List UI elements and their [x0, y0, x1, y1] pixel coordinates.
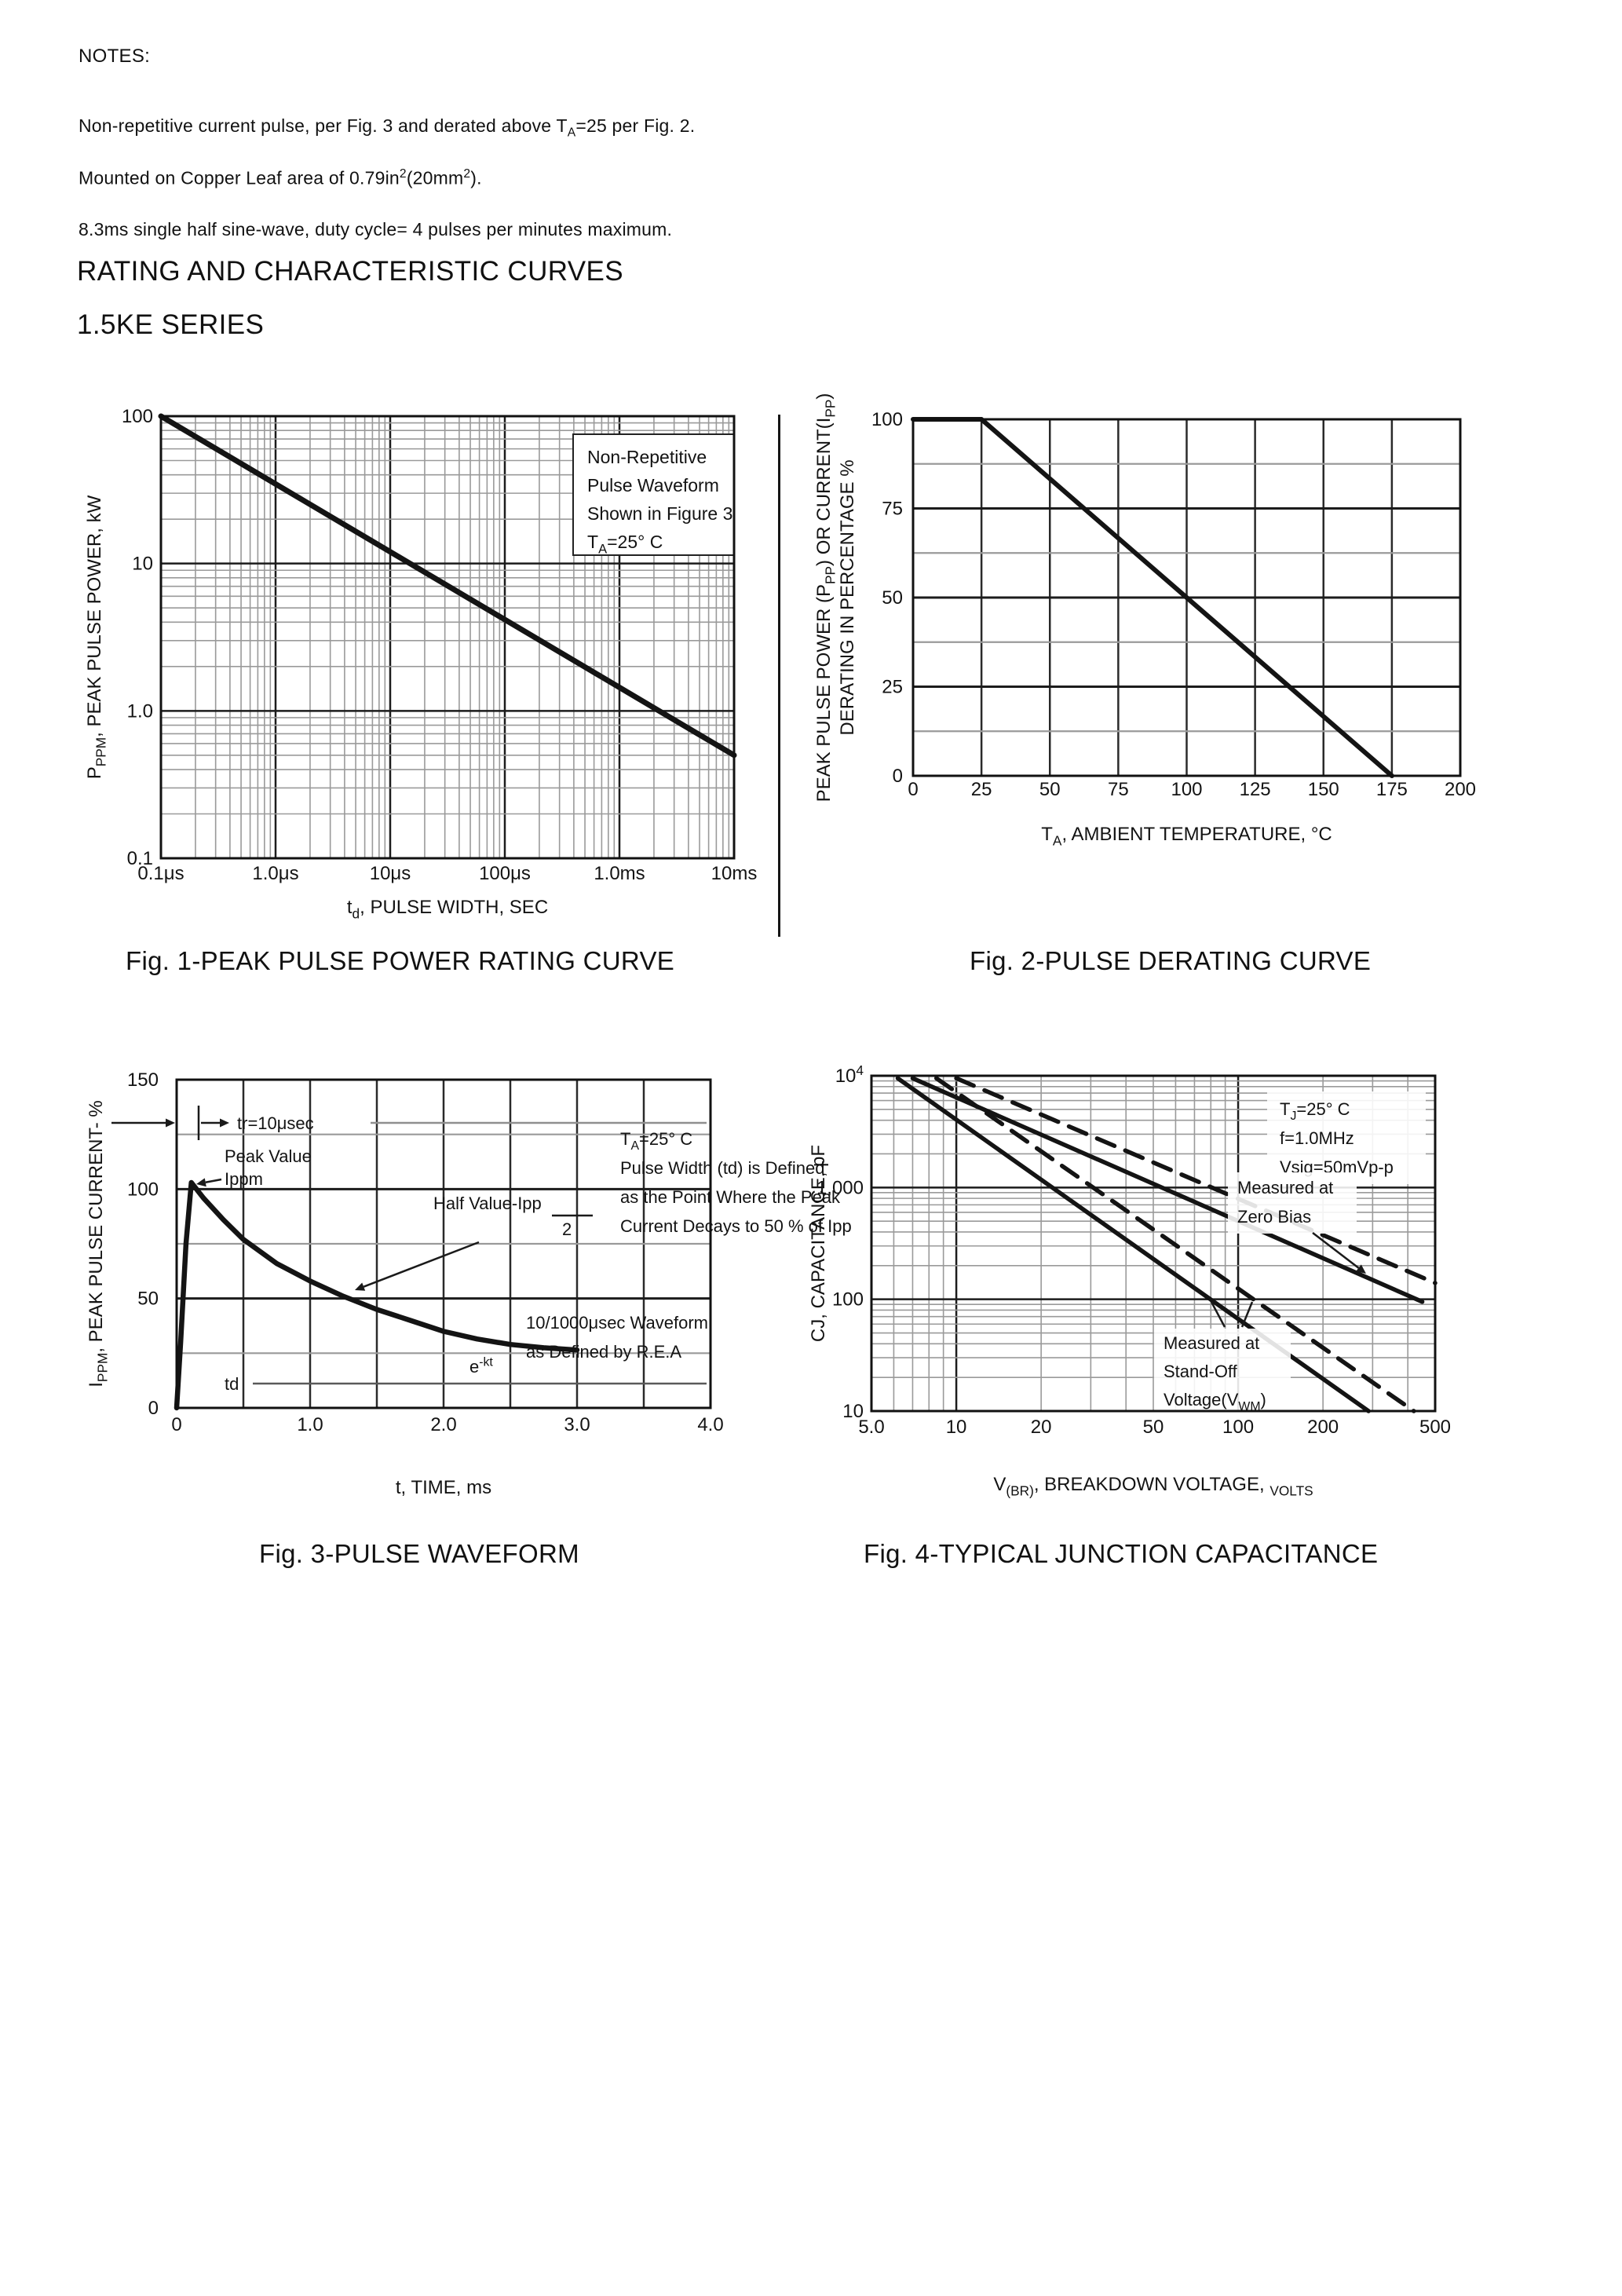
svg-text:1.0μs: 1.0μs [252, 863, 298, 884]
note-line: Mounted on Copper Leaf area of 0.79in2(2… [79, 167, 482, 188]
svg-text:50: 50 [1143, 1417, 1164, 1438]
svg-text:as Defined by R.E.A: as Defined by R.E.A [526, 1342, 681, 1362]
svg-text:0.1μs: 0.1μs [137, 863, 184, 884]
figure-1-peak-pulse-power-chart: 0.1μs 1.0μs 10μs 100μs 1.0ms 10ms 100 10 1.0 0.1 t… [84, 406, 758, 922]
svg-text:104: 104 [835, 1062, 864, 1087]
note-line: Non-repetitive current pulse, per Fig. 3… [79, 115, 696, 140]
section-title: RATING AND CHARACTERISTIC CURVES [77, 256, 624, 287]
svg-text:25: 25 [971, 779, 992, 800]
svg-text:0: 0 [908, 779, 918, 800]
svg-text:Voltage(VWM): Voltage(VWM) [1164, 1390, 1266, 1413]
svg-text:td, PULSE WIDTH, SEC: td, PULSE WIDTH, SEC [347, 897, 548, 922]
svg-text:50: 50 [1039, 779, 1061, 800]
svg-text:10: 10 [946, 1417, 967, 1438]
svg-text:tr=10μsec: tr=10μsec [237, 1113, 314, 1133]
svg-text:1.0: 1.0 [297, 1414, 323, 1435]
svg-text:20: 20 [1031, 1417, 1052, 1438]
svg-text:td: td [225, 1374, 239, 1394]
column-divider [778, 415, 780, 937]
svg-text:PEAK PULSE POWER (PPP) OR C: PEAK PULSE POWER (PPP) OR CURRENT(IPP) [813, 393, 838, 803]
svg-text:100: 100 [871, 409, 903, 430]
figure-3-pulse-waveform-chart: 0 1.0 2.0 3.0 4.0 150 100 50 0 t, TIME, ms IPPM, P… [86, 1069, 852, 1498]
svg-text:0: 0 [148, 1398, 159, 1419]
svg-text:DERATING IN PERCENTAGE %: DERATING IN PERCENTAGE % [837, 459, 858, 735]
figure-2-pulse-derating-chart: 0 25 50 75 100 125 150 175 200 100 75 50 25 0 TA, AMBI… [813, 393, 1476, 849]
svg-text:TA=25° C: TA=25° C [587, 532, 663, 556]
svg-text:Current Decays to 50 % of Ipp: Current Decays to 50 % of Ipp [620, 1216, 852, 1236]
figure-2-caption: Fig. 2-PULSE DERATING CURVE [970, 946, 1372, 975]
series-name: 1.5KE SERIES [77, 309, 265, 340]
svg-text:50: 50 [137, 1289, 159, 1310]
svg-text:5.0: 5.0 [858, 1417, 884, 1438]
svg-text:25: 25 [882, 677, 903, 698]
svg-text:500: 500 [1419, 1417, 1451, 1438]
svg-text:10ms: 10ms [711, 863, 758, 884]
svg-text:75: 75 [1108, 779, 1129, 800]
svg-text:100: 100 [127, 1179, 159, 1200]
svg-text:Peak Value: Peak Value [225, 1146, 312, 1166]
svg-text:as the Point Where the Peak: as the Point Where the Peak [620, 1187, 841, 1207]
svg-text:100: 100 [122, 406, 153, 427]
svg-text:CJ, CAPACITANCE, pF: CJ, CAPACITANCE, pF [808, 1145, 829, 1342]
svg-text:10: 10 [132, 554, 153, 575]
svg-text:t, TIME, ms: t, TIME, ms [396, 1477, 491, 1498]
figure-3-caption: Fig. 3-PULSE WAVEFORM [259, 1539, 579, 1568]
svg-text:Pulse Waveform: Pulse Waveform [587, 475, 719, 495]
svg-text:1,000: 1,000 [816, 1177, 864, 1198]
svg-text:10: 10 [842, 1401, 864, 1422]
svg-text:75: 75 [882, 499, 903, 520]
svg-text:200: 200 [1307, 1417, 1339, 1438]
svg-text:Shown in Figure 3: Shown in Figure 3 [587, 503, 732, 524]
svg-text:IPPM, PEAK PULSE CURRENT- %: IPPM, PEAK PULSE CURRENT- % [86, 1100, 111, 1387]
svg-text:e-kt: e-kt [469, 1356, 493, 1377]
svg-text:Zero Bias: Zero Bias [1237, 1207, 1311, 1227]
svg-text:Ippm: Ippm [225, 1169, 263, 1189]
svg-text:TJ=25° C: TJ=25° C [1280, 1099, 1350, 1123]
svg-text:PPPM, PEAK PULSE POWER, kW: PPPM, PEAK PULSE POWER, kW [84, 495, 109, 779]
svg-text:150: 150 [1308, 779, 1339, 800]
svg-text:0: 0 [171, 1414, 181, 1435]
svg-text:Half Value-Ipp: Half Value-Ipp [433, 1194, 542, 1213]
svg-text:4.0: 4.0 [697, 1414, 723, 1435]
svg-text:Non-Repetitive: Non-Repetitive [587, 447, 707, 467]
svg-text:1.0ms: 1.0ms [594, 863, 645, 884]
svg-text:10μs: 10μs [370, 863, 411, 884]
svg-text:0: 0 [893, 766, 903, 787]
svg-text:0.1: 0.1 [127, 848, 153, 869]
svg-text:100: 100 [1171, 779, 1202, 800]
svg-text:100: 100 [1222, 1417, 1254, 1438]
svg-text:Pulse Width (td) is Defined: Pulse Width (td) is Defined [620, 1158, 824, 1178]
svg-text:3.0: 3.0 [564, 1414, 590, 1435]
svg-text:Stand-Off: Stand-Off [1164, 1362, 1238, 1381]
svg-text:TA, AMBIENT TEMPERATURE, °C: TA, AMBIENT TEMPERATURE, °C [1041, 824, 1332, 849]
svg-text:TA=25° C: TA=25° C [620, 1129, 692, 1153]
svg-text:Measured at: Measured at [1237, 1178, 1333, 1197]
svg-text:Measured at: Measured at [1164, 1333, 1259, 1353]
svg-text:200: 200 [1445, 779, 1476, 800]
svg-text:100μs: 100μs [479, 863, 531, 884]
svg-text:50: 50 [882, 587, 903, 609]
svg-text:150: 150 [127, 1069, 159, 1091]
notes-heading: NOTES: [79, 46, 151, 67]
svg-text:V(BR), BREAKDOWN VOLTAGE, VOL: V(BR), BREAKDOWN VOLTAGE, VOLTS [993, 1474, 1313, 1499]
figure-1-caption: Fig. 1-PEAK PULSE POWER RATING CURVE [126, 946, 675, 975]
note-line: 8.3ms single half sine-wave, duty cycle=… [79, 219, 673, 239]
svg-text:1.0: 1.0 [127, 700, 153, 722]
svg-text:125: 125 [1240, 779, 1271, 800]
svg-text:175: 175 [1376, 779, 1408, 800]
svg-text:10/1000μsec Waveform: 10/1000μsec Waveform [526, 1313, 708, 1333]
svg-text:2: 2 [562, 1219, 572, 1239]
svg-text:f=1.0MHz: f=1.0MHz [1280, 1128, 1354, 1148]
svg-text:100: 100 [832, 1289, 864, 1311]
figure-4-caption: Fig. 4-TYPICAL JUNCTION CAPACITANCE [864, 1539, 1379, 1568]
svg-text:2.0: 2.0 [430, 1414, 456, 1435]
